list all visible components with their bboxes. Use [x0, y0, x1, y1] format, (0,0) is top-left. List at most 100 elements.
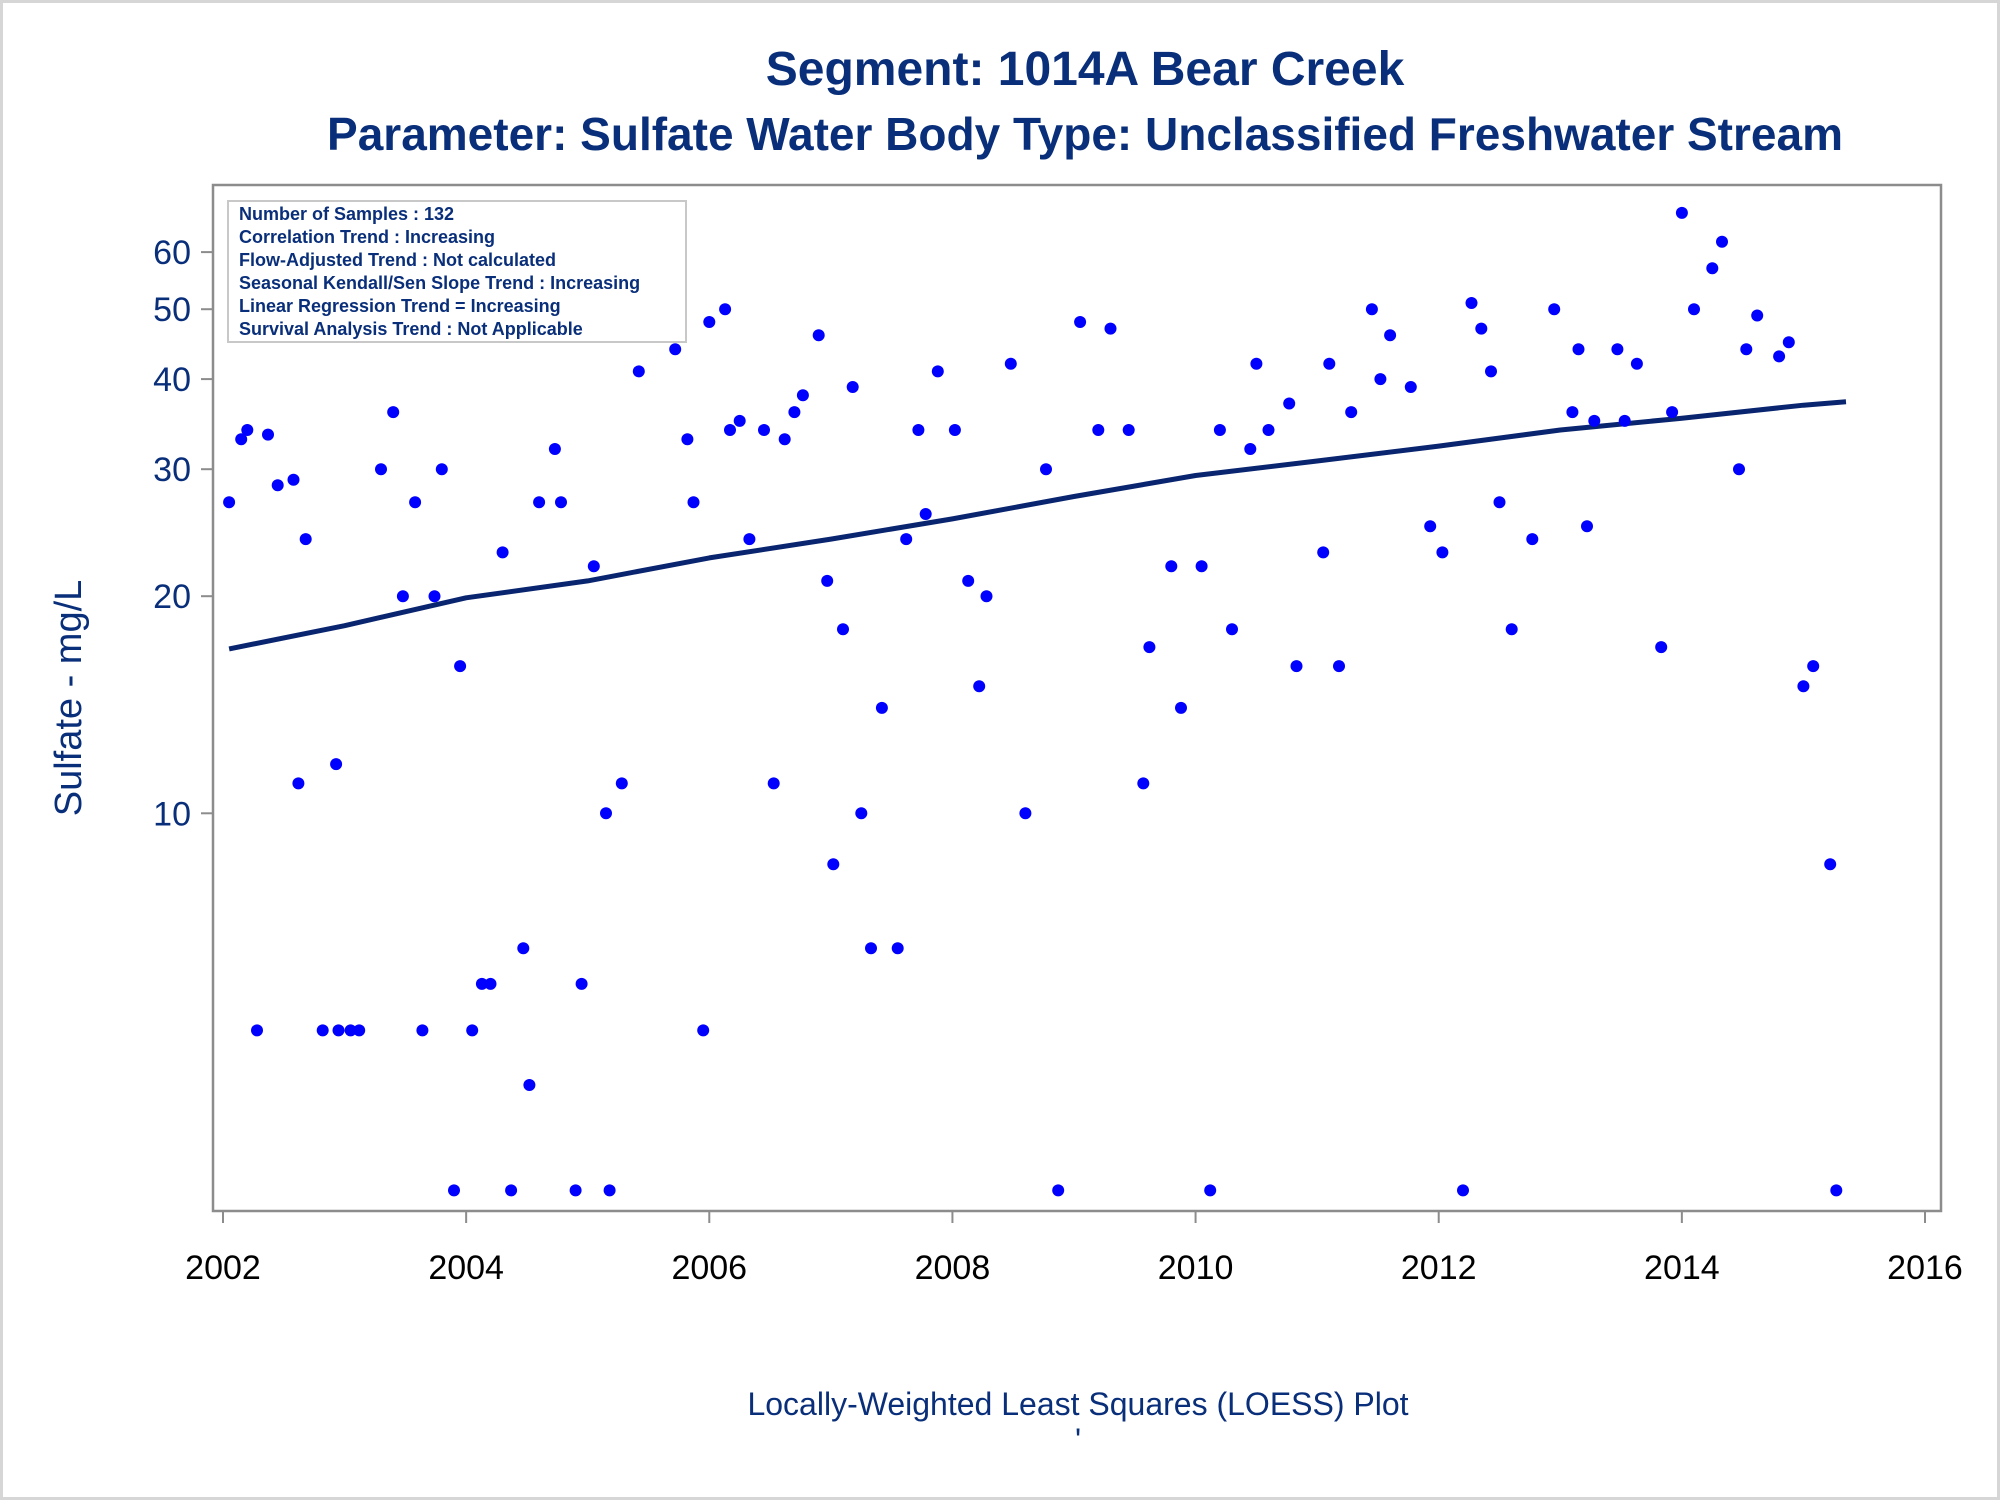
data-point: [1436, 546, 1449, 559]
data-point: [1716, 235, 1728, 248]
data-point: [1830, 1184, 1843, 1197]
data-point: [1566, 406, 1579, 419]
data-point: [767, 777, 780, 790]
data-point: [1457, 1184, 1469, 1197]
data-point: [1740, 343, 1753, 356]
data-point: [1323, 357, 1336, 370]
data-point: [681, 433, 694, 446]
data-point: [855, 807, 868, 820]
data-point: [1505, 623, 1518, 636]
footnote-mark: ': [1075, 1422, 1081, 1458]
data-point: [1548, 303, 1561, 316]
legend-line: Survival Analysis Trend : Not Applicable: [239, 319, 583, 339]
data-point: [948, 424, 961, 436]
data-point: [669, 343, 682, 356]
data-point: [615, 777, 628, 790]
data-point: [812, 329, 825, 342]
data-point: [1424, 520, 1437, 533]
x-tick-label: 2008: [915, 1249, 991, 1287]
data-point: [632, 365, 645, 378]
legend-line: Correlation Trend : Increasing: [239, 227, 495, 247]
data-point: [353, 1024, 366, 1037]
data-point: [1773, 350, 1786, 363]
data-point: [1688, 303, 1700, 316]
data-point: [821, 574, 834, 587]
data-point: [466, 1024, 479, 1037]
data-point: [1782, 336, 1795, 349]
data-point: [1317, 546, 1330, 559]
data-point: [517, 942, 530, 955]
data-point: [1751, 309, 1764, 322]
y-tick-label: 30: [153, 451, 191, 489]
y-tick-label: 20: [153, 578, 191, 616]
data-point: [1384, 329, 1397, 342]
data-point: [287, 473, 300, 486]
legend-line: Seasonal Kendall/Sen Slope Trend : Incre…: [239, 273, 640, 293]
data-point: [428, 590, 441, 603]
data-point: [733, 414, 746, 427]
data-point: [1475, 322, 1488, 335]
y-tick-label: 60: [153, 234, 191, 272]
data-point: [758, 424, 770, 436]
data-point: [1588, 414, 1601, 427]
data-point: [1345, 406, 1358, 419]
data-point: [484, 977, 497, 990]
trend-layer: [228, 399, 1847, 652]
data-point: [1485, 365, 1497, 378]
data-point: [1290, 660, 1303, 673]
data-point: [912, 424, 925, 436]
loess-trend-line: [228, 399, 1847, 652]
data-point: [1195, 560, 1208, 573]
data-point: [865, 942, 877, 955]
data-point: [332, 1024, 345, 1037]
data-point: [1244, 443, 1257, 455]
data-point: [262, 428, 274, 441]
data-point: [1733, 463, 1745, 476]
chart-title: Segment: 1014A Bear Creek: [766, 43, 1405, 96]
data-point: [223, 496, 236, 509]
data-point: [846, 381, 859, 393]
data-point: [569, 1184, 582, 1197]
data-point: [891, 942, 904, 955]
data-point: [1797, 680, 1810, 693]
data-point: [931, 365, 944, 378]
data-point: [299, 533, 312, 546]
data-point: [1618, 414, 1631, 427]
data-point: [1824, 858, 1837, 871]
x-tick-label: 2006: [671, 1249, 747, 1287]
chart-subtitle: Parameter: Sulfate Water Body Type: Uncl…: [327, 108, 1843, 160]
data-point: [724, 424, 736, 436]
data-point: [1404, 381, 1417, 393]
data-point: [448, 1184, 460, 1197]
data-point: [1074, 316, 1087, 328]
data-point: [1526, 533, 1539, 546]
data-point: [251, 1024, 263, 1037]
data-point: [1572, 343, 1585, 356]
data-point: [1333, 660, 1345, 673]
data-point: [1226, 623, 1238, 636]
points-layer: [223, 206, 1843, 1197]
data-point: [1365, 303, 1378, 316]
data-point: [1175, 701, 1187, 714]
data-point: [375, 463, 387, 476]
data-point: [1611, 343, 1624, 356]
data-point: [575, 977, 588, 990]
y-tick-label: 40: [153, 361, 191, 399]
x-tick-label: 2016: [1887, 1249, 1963, 1287]
data-point: [743, 533, 756, 546]
data-point: [697, 1024, 710, 1037]
data-point: [1004, 357, 1017, 370]
data-point: [1040, 463, 1052, 476]
data-point: [778, 433, 791, 446]
chart-footnote: Locally-Weighted Least Squares (LOESS) P…: [747, 1386, 1408, 1422]
data-point: [475, 977, 488, 990]
data-point: [1137, 777, 1150, 790]
y-axis: 10 20 30 40 50 60: [153, 234, 213, 833]
data-point: [1706, 262, 1719, 275]
data-point: [241, 424, 254, 436]
data-point: [1283, 397, 1296, 410]
data-point: [687, 496, 700, 509]
data-point: [1052, 1184, 1065, 1197]
data-point: [788, 406, 801, 419]
data-point: [271, 479, 284, 492]
